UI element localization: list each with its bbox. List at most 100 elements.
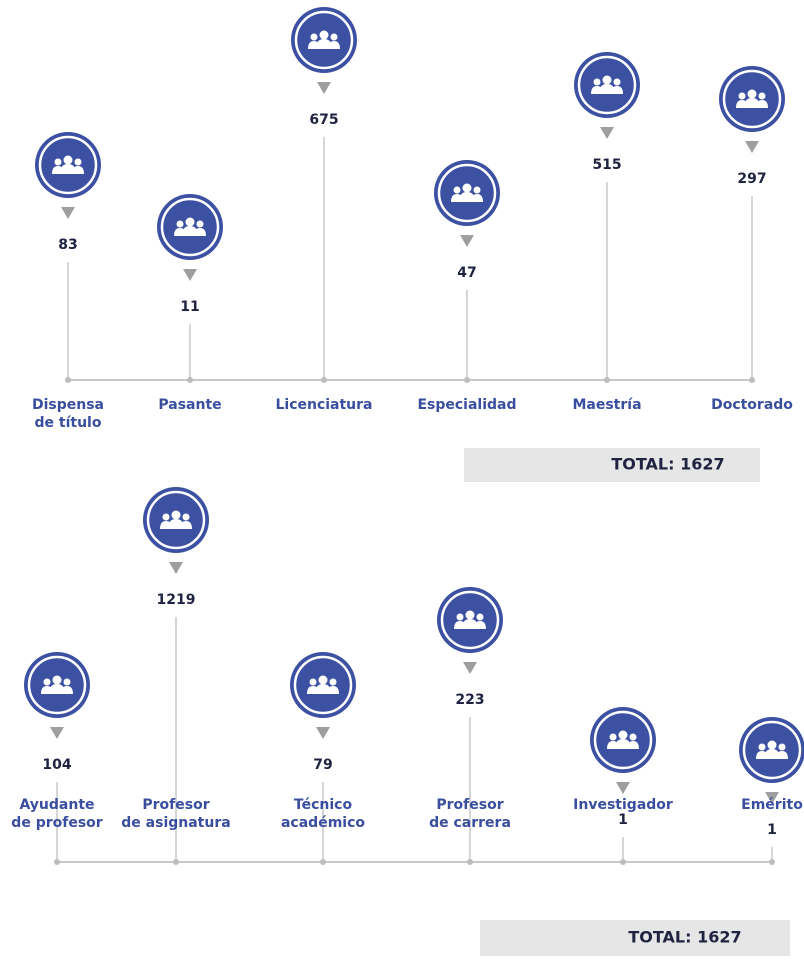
person-head — [63, 678, 71, 686]
person-head — [182, 513, 190, 521]
person-body — [49, 684, 65, 694]
category-label: Pasante — [158, 397, 221, 413]
pin-ring — [160, 197, 220, 257]
people-icon — [308, 30, 340, 49]
pin-ring — [27, 655, 87, 715]
value-label: 11 — [180, 299, 199, 315]
pin-ring — [293, 655, 353, 715]
value-label: 515 — [592, 157, 621, 173]
person-body — [599, 84, 615, 94]
person-head — [476, 613, 484, 621]
value-label: 297 — [737, 171, 766, 187]
person-head — [196, 220, 204, 228]
category-label: Licenciatura — [275, 397, 372, 413]
person-body — [182, 226, 198, 236]
person-head — [473, 186, 481, 194]
people-icon — [174, 217, 206, 236]
pointer — [316, 727, 330, 739]
pointer — [50, 727, 64, 739]
person-head — [162, 513, 170, 521]
value-label: 223 — [455, 692, 484, 708]
category-label: Emérito — [741, 797, 803, 813]
pointer — [616, 782, 630, 794]
person-head — [330, 33, 338, 41]
pin-ring — [593, 710, 653, 770]
person-head — [778, 743, 786, 751]
person-head — [310, 33, 318, 41]
person-head — [767, 740, 777, 750]
value-label: 83 — [58, 237, 77, 253]
person-head — [629, 733, 637, 741]
person-head — [758, 743, 766, 751]
total-label: TOTAL: 1627 — [611, 455, 724, 474]
pointer — [765, 792, 779, 804]
category-label: académico — [281, 815, 365, 831]
value-label: 47 — [457, 265, 476, 281]
person-body — [168, 519, 184, 529]
people-icon — [756, 740, 788, 759]
person-body — [462, 619, 478, 629]
axis-dot — [320, 859, 326, 865]
category-label: Profesor — [436, 797, 503, 813]
person-head — [613, 78, 621, 86]
person-body — [615, 739, 631, 749]
value-label: 1219 — [157, 592, 196, 608]
axis-dot — [173, 859, 179, 865]
category-label: Dispensa — [32, 397, 104, 413]
pointer — [460, 235, 474, 247]
person-head — [602, 75, 612, 85]
pointer — [61, 207, 75, 219]
pin-ring — [577, 55, 637, 115]
pointer — [317, 82, 331, 94]
total-box — [480, 920, 790, 956]
category-label: Doctorado — [711, 397, 793, 413]
person-head — [758, 92, 766, 100]
person-head — [309, 678, 317, 686]
category-label: Ayudante — [19, 797, 94, 813]
person-head — [453, 186, 461, 194]
axis-dot — [464, 377, 470, 383]
person-body — [764, 749, 780, 759]
pointer — [169, 562, 183, 574]
person-head — [609, 733, 617, 741]
people-icon — [160, 510, 192, 529]
person-head — [593, 78, 601, 86]
axis-dot — [65, 377, 71, 383]
axis-dot — [769, 859, 775, 865]
category-label: Maestría — [572, 397, 641, 413]
value-label: 79 — [313, 757, 332, 773]
axis-dot — [604, 377, 610, 383]
person-head — [747, 89, 757, 99]
value-label: 675 — [309, 112, 338, 128]
person-head — [63, 155, 73, 165]
total-label: TOTAL: 1627 — [628, 928, 741, 947]
people-icon — [454, 610, 486, 629]
person-head — [329, 678, 337, 686]
pointer — [600, 127, 614, 139]
person-head — [43, 678, 51, 686]
person-head — [318, 675, 328, 685]
person-head — [456, 613, 464, 621]
people-icon — [607, 730, 639, 749]
axis-dot — [620, 859, 626, 865]
axis-dot — [467, 859, 473, 865]
category-label: de carrera — [429, 815, 511, 831]
pin-ring — [38, 135, 98, 195]
person-head — [185, 217, 195, 227]
person-head — [171, 510, 181, 520]
pin-ring — [722, 69, 782, 129]
people-icon — [736, 89, 768, 108]
value-label: 1 — [767, 822, 777, 838]
people-icon — [41, 675, 73, 694]
person-body — [459, 192, 475, 202]
category-label: de asignatura — [121, 815, 230, 831]
person-head — [52, 675, 62, 685]
person-head — [74, 158, 82, 166]
person-body — [60, 164, 76, 174]
value-label: 1 — [618, 812, 628, 828]
value-label: 104 — [42, 757, 71, 773]
category-label: Investigador — [573, 797, 673, 813]
person-body — [316, 39, 332, 49]
category-label: de profesor — [11, 815, 102, 831]
